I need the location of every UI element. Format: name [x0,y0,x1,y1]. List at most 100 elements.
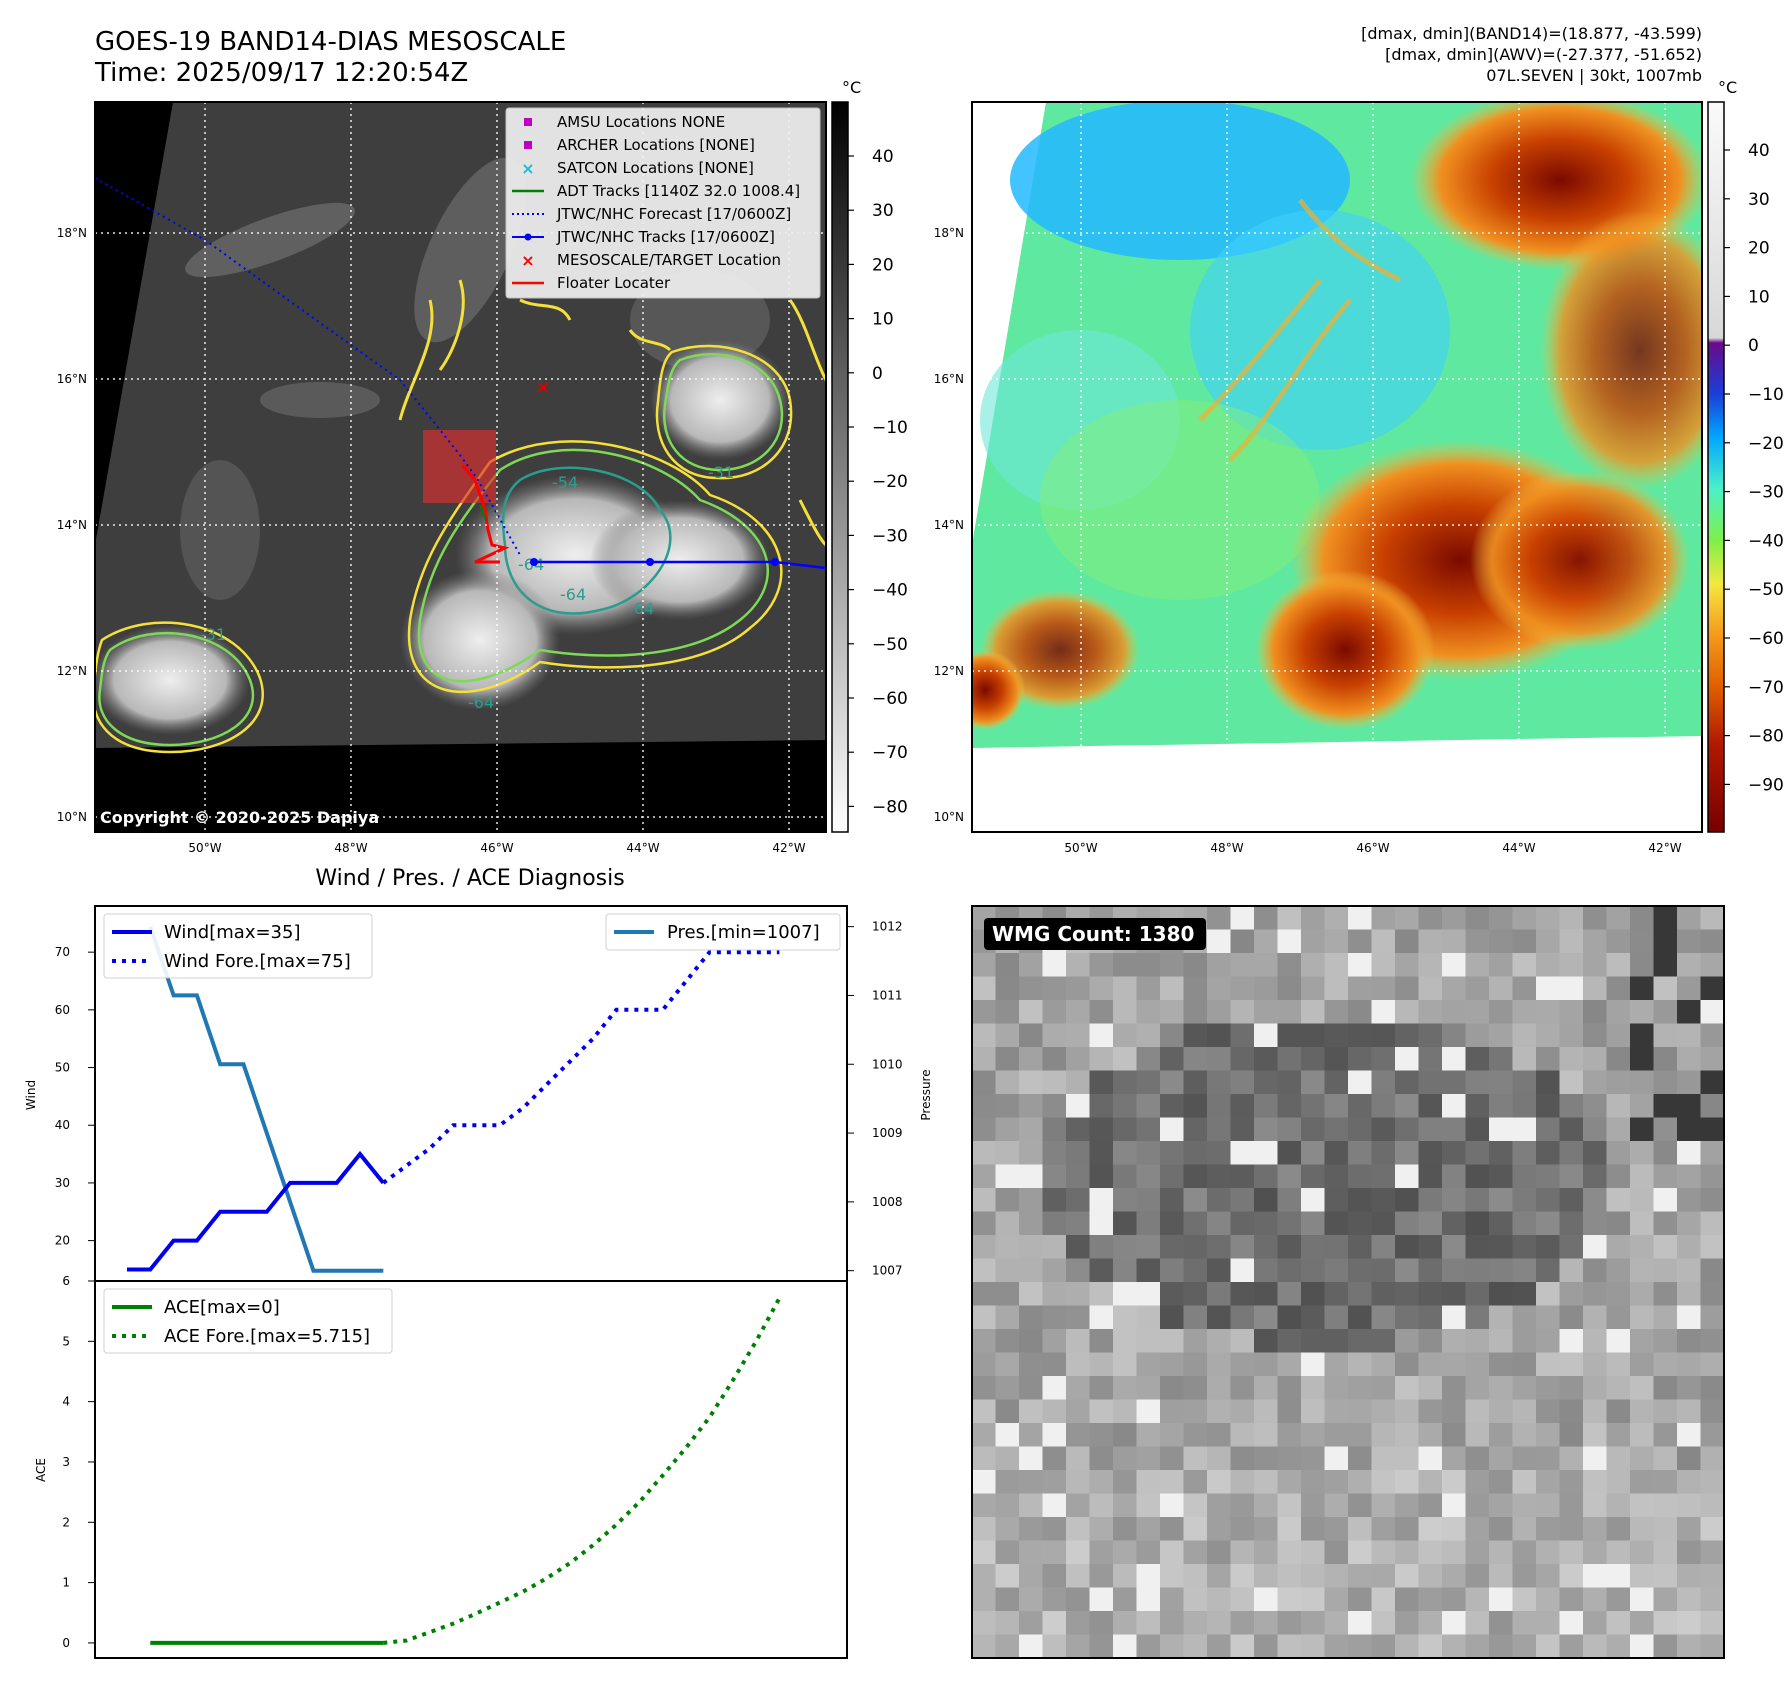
info-line-3: 07L.SEVEN | 30kt, 1007mb [1486,66,1702,85]
lat-label: 16°N [934,372,964,386]
info-line-1: [dmax, dmin](BAND14)=(18.877, -43.599) [1361,24,1702,43]
lon-label: 50°W [188,841,221,855]
figure-time: Time: 2025/09/17 12:20:54Z [94,58,468,88]
best-track [534,560,826,570]
wind-tick-label: 30 [55,1176,70,1190]
map-legend: AMSU Locations NONE ARCHER Locations [NON… [505,107,821,299]
color-map-panel: 18°N 16°N 14°N 12°N 10°N 50°W 48°W 46°W … [934,101,1703,855]
legend-ace: ACE[max=0] [164,1297,280,1318]
figure-title: GOES-19 BAND14-DIAS MESOSCALE [95,27,566,57]
legend-wind-forecast: Wind Fore.[max=75] [164,951,351,972]
wmg-pixel-field [972,906,1724,1658]
legend-x-icon: × [521,159,534,178]
colorbar-tick-label: −60 [1748,629,1784,649]
colorbar-tick-label: −50 [1748,580,1784,600]
colorbar-tick-label: 10 [872,310,894,330]
lon-label: 50°W [1064,841,1097,855]
floater-box [423,430,496,503]
lat-label: 12°N [934,664,964,678]
ace-tick-label: 1 [62,1576,70,1590]
pressure-tick-label: 1009 [872,1126,903,1140]
legend-ace-forecast: ACE Fore.[max=5.715] [164,1326,370,1347]
color-map-lon-labels: 50°W 48°W 46°W 44°W 42°W [1064,841,1681,855]
colorbar-tick-label: −30 [872,526,908,546]
gray-colorbar: °C 40 30 20 10 0 −10 −20 −30 −40 −50 −60 −70 −80 [831,78,908,833]
legend-label: Floater Locater [557,274,671,292]
legend-label: JTWC/NHC Tracks [17/0600Z] [556,228,775,246]
wind-tick-label: 20 [55,1234,70,1248]
lon-label: 42°W [1648,841,1681,855]
pressure-tick-label: 1007 [872,1264,903,1278]
ace-legend: ACE[max=0] ACE Fore.[max=5.715] [103,1288,393,1354]
info-line-2: [dmax, dmin](AWV)=(-27.377, -51.652) [1385,45,1702,64]
lat-label: 14°N [57,518,87,532]
wind-line [127,1150,385,1272]
legend-pressure: Pres.[min=1007] [667,922,820,943]
lat-label: 10°N [57,810,87,824]
colorbar-tick-label: −70 [872,743,908,763]
colorbar-tick-label: −40 [1748,531,1784,551]
contour-label: -54 [552,473,578,492]
colorbar-tick-label: 0 [1748,336,1759,356]
wind-tick-label: 40 [55,1118,70,1132]
lat-label: 18°N [57,226,87,240]
colorbar-tick-label: −90 [1748,775,1784,795]
wmg-count-badge [984,918,1206,950]
colorbar-tick-label: −60 [872,689,908,709]
colorbar-tick-label: −20 [1748,434,1784,454]
diagnosis-title: Wind / Pres. / ACE Diagnosis [315,866,624,891]
target-x-icon: × [535,377,550,398]
contour-label: -64 [560,585,586,604]
contour-label: -64 [468,693,494,712]
colorbar-tick-label: −20 [872,472,908,492]
wmg-panel: WMG Count: 1380 [971,905,1725,1659]
color-map-lat-labels: 18°N 16°N 14°N 12°N 10°N [934,226,964,824]
wind-pressure-chart: 70 60 50 40 30 20 1012 1011 1010 1009 1008 1007 Wi… [24,905,933,1282]
colorbar-tick-label: −10 [1748,385,1784,405]
wind-legend: Wind[max=35] Wind Fore.[max=75] [103,913,373,979]
pressure-tick-label: 1008 [872,1195,903,1209]
lon-label: 46°W [1356,841,1389,855]
wind-axis-label: Wind [24,1080,38,1110]
colorbar-tick-label: 30 [1748,190,1770,210]
contour-inner [501,466,672,615]
legend-wind: Wind[max=35] [164,922,301,943]
colorbar-unit: °C [1718,78,1737,97]
lon-label: 44°W [1502,841,1535,855]
contour-middle [417,448,769,683]
ace-tick-label: 0 [62,1636,70,1650]
legend-dot-icon [524,233,532,241]
ace-tick-label: 6 [62,1274,70,1288]
colorbar-tick-label: −80 [1748,727,1784,747]
ace-tick-label: 2 [62,1515,70,1529]
legend-marker-icon [524,118,532,126]
contour-label: -64 [628,599,654,618]
lat-label: 18°N [934,226,964,240]
colorbar-tick-label: −10 [872,418,908,438]
ace-tick-label: 3 [62,1455,70,1469]
lon-label: 44°W [626,841,659,855]
colorbar-tick-label: −40 [872,581,908,601]
wind-tick-label: 50 [55,1061,70,1075]
colorbar-tick-label: −80 [872,797,908,817]
colorbar-tick-label: −70 [1748,678,1784,698]
floater-locater-track [460,464,510,564]
legend-label: JTWC/NHC Forecast [17/0600Z] [556,205,791,223]
ir-map-lon-labels: 50°W 48°W 46°W 44°W 42°W [188,841,805,855]
legend-label: MESOSCALE/TARGET Location [557,251,781,269]
colorbar-tick-label: 40 [872,147,894,167]
colorbar-tick-label: 30 [872,201,894,221]
colorbar-tick-label: 20 [872,255,894,275]
ace-tick-label: 5 [62,1334,70,1348]
copyright-text: Copyright © 2020-2025 Dapiya [100,808,379,827]
color-map-grid [972,102,1702,832]
wind-tick-label: 60 [55,1003,70,1017]
ace-axis-label: ACE [34,1458,48,1482]
wind-tick-label: 70 [55,945,70,959]
pressure-legend: Pres.[min=1007] [605,913,841,951]
lat-label: 12°N [57,664,87,678]
lon-label: 48°W [1210,841,1243,855]
colorbar-unit: °C [842,78,861,97]
contour-label: -31 [708,463,734,482]
